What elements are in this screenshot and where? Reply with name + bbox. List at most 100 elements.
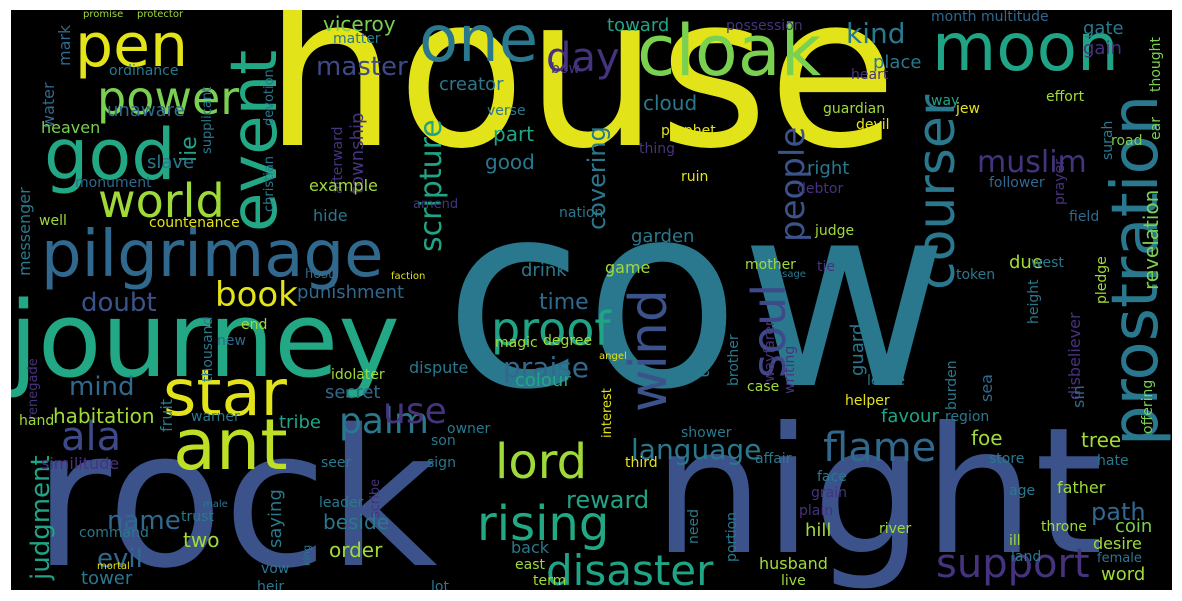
word-reward: reward (566, 486, 650, 514)
word-word: word (1101, 564, 1146, 585)
word-flame: flame (823, 425, 937, 471)
word-toward: toward (607, 15, 670, 36)
word-power: power (97, 71, 240, 125)
word-degree: degree (543, 333, 593, 349)
word-owner: owner (447, 421, 491, 437)
word-monument: monument (75, 175, 152, 191)
word-thousand: thousand (200, 316, 216, 382)
word-plain: plain (799, 503, 834, 519)
word-journey: journey (11, 279, 400, 401)
word-vow: vow (261, 561, 290, 577)
word-road: road (1111, 133, 1143, 149)
word-language: language (631, 433, 762, 466)
word-ear: ear (1148, 117, 1164, 140)
word-faction: faction (391, 271, 426, 282)
word-husband: husband (759, 554, 828, 573)
word-field: field (1069, 209, 1100, 225)
word-habitation: habitation (53, 404, 155, 428)
word-matter: matter (333, 31, 381, 47)
word-game: game (605, 258, 651, 277)
word-drink: drink (521, 260, 567, 281)
word-tribe: tribe (279, 412, 321, 433)
word-pen: pen (75, 11, 189, 81)
word-rock: rock (33, 389, 438, 591)
word-sin: sin (1069, 385, 1088, 408)
word-bow: bow (551, 61, 580, 77)
word-one: one (419, 10, 539, 77)
word-grain: grain (811, 485, 847, 501)
word-thought: thought (1148, 36, 1164, 92)
word-ill: ill (1009, 533, 1021, 549)
word-hill: hill (805, 520, 832, 541)
word-order: order (329, 538, 383, 562)
word-message: message (761, 269, 806, 280)
word-saying: saying (265, 489, 286, 548)
word-cloud: house cow rock night journey pilgrimage … (11, 10, 1172, 590)
word-nation: nation (559, 205, 604, 221)
word-messenger: messenger (15, 187, 34, 276)
word-devil: devil (856, 117, 890, 133)
word-pledge: pledge (1094, 256, 1110, 304)
word-name: name (107, 506, 181, 536)
word-cloud: cloud (643, 91, 698, 115)
word-christian: christian (262, 155, 277, 212)
word-head: head (643, 245, 676, 260)
word-support: support (936, 541, 1090, 587)
word-beside: beside (323, 510, 389, 534)
word-king: king (302, 544, 313, 566)
word-live: live (781, 573, 806, 589)
word-command: command (79, 525, 149, 541)
word-path: path (1091, 498, 1146, 526)
word-creator: creator (439, 74, 504, 95)
word-back: back (511, 538, 550, 557)
word-lot: lot (431, 579, 449, 590)
word-sea: sea (977, 374, 996, 402)
word-due: due (1009, 252, 1043, 273)
word-lord: lord (495, 434, 588, 490)
word-rising: rising (477, 496, 610, 552)
word-god: god (44, 114, 176, 196)
word-mark: mark (55, 24, 74, 66)
word-tie: tie (817, 259, 835, 275)
word-magic: magic (495, 335, 538, 351)
word-west: west (1031, 255, 1064, 271)
word-effort: effort (1046, 89, 1085, 105)
word-star: star (163, 357, 287, 431)
word-hate: hate (1097, 453, 1129, 469)
word-brother: brother (726, 334, 742, 386)
word-mind: mind (69, 372, 135, 402)
word-heir: heir (257, 579, 285, 590)
word-leave: leave (867, 373, 905, 389)
word-kind: kind (846, 17, 906, 50)
word-use: use (383, 391, 447, 432)
word-turn: turn (693, 341, 714, 378)
word-wayfarer: wayfarer (762, 320, 778, 382)
word-punishment: punishment (297, 282, 405, 303)
word-month: month (931, 10, 977, 25)
word-desire: desire (1093, 534, 1142, 553)
word-garden: garden (631, 226, 695, 247)
word-coin: coin (1115, 516, 1153, 537)
word-leader: leader (319, 495, 364, 511)
word-disaster: disaster (546, 546, 714, 591)
word-well: well (39, 213, 67, 229)
word-devotion: devotion (262, 69, 277, 126)
word-place: place (873, 52, 922, 73)
word-tower: tower (81, 568, 133, 589)
word-day: day (546, 35, 620, 81)
word-good: good (485, 150, 535, 174)
word-writing: writing (782, 345, 798, 394)
word-moon: moon (932, 10, 1119, 86)
word-new: new (217, 333, 246, 349)
word-warner: warner (191, 409, 240, 425)
word-hide: hide (313, 206, 348, 225)
word-slave: slave (147, 152, 195, 173)
word-third: third (625, 455, 658, 471)
word-gain: gain (1083, 38, 1122, 59)
word-part: part (493, 122, 535, 146)
word-praise: praise (503, 351, 590, 384)
word-affair: affair (755, 451, 792, 467)
word-guardian: guardian (823, 101, 886, 117)
word-promise: promise (83, 10, 124, 20)
word-verse: verse (487, 103, 526, 119)
